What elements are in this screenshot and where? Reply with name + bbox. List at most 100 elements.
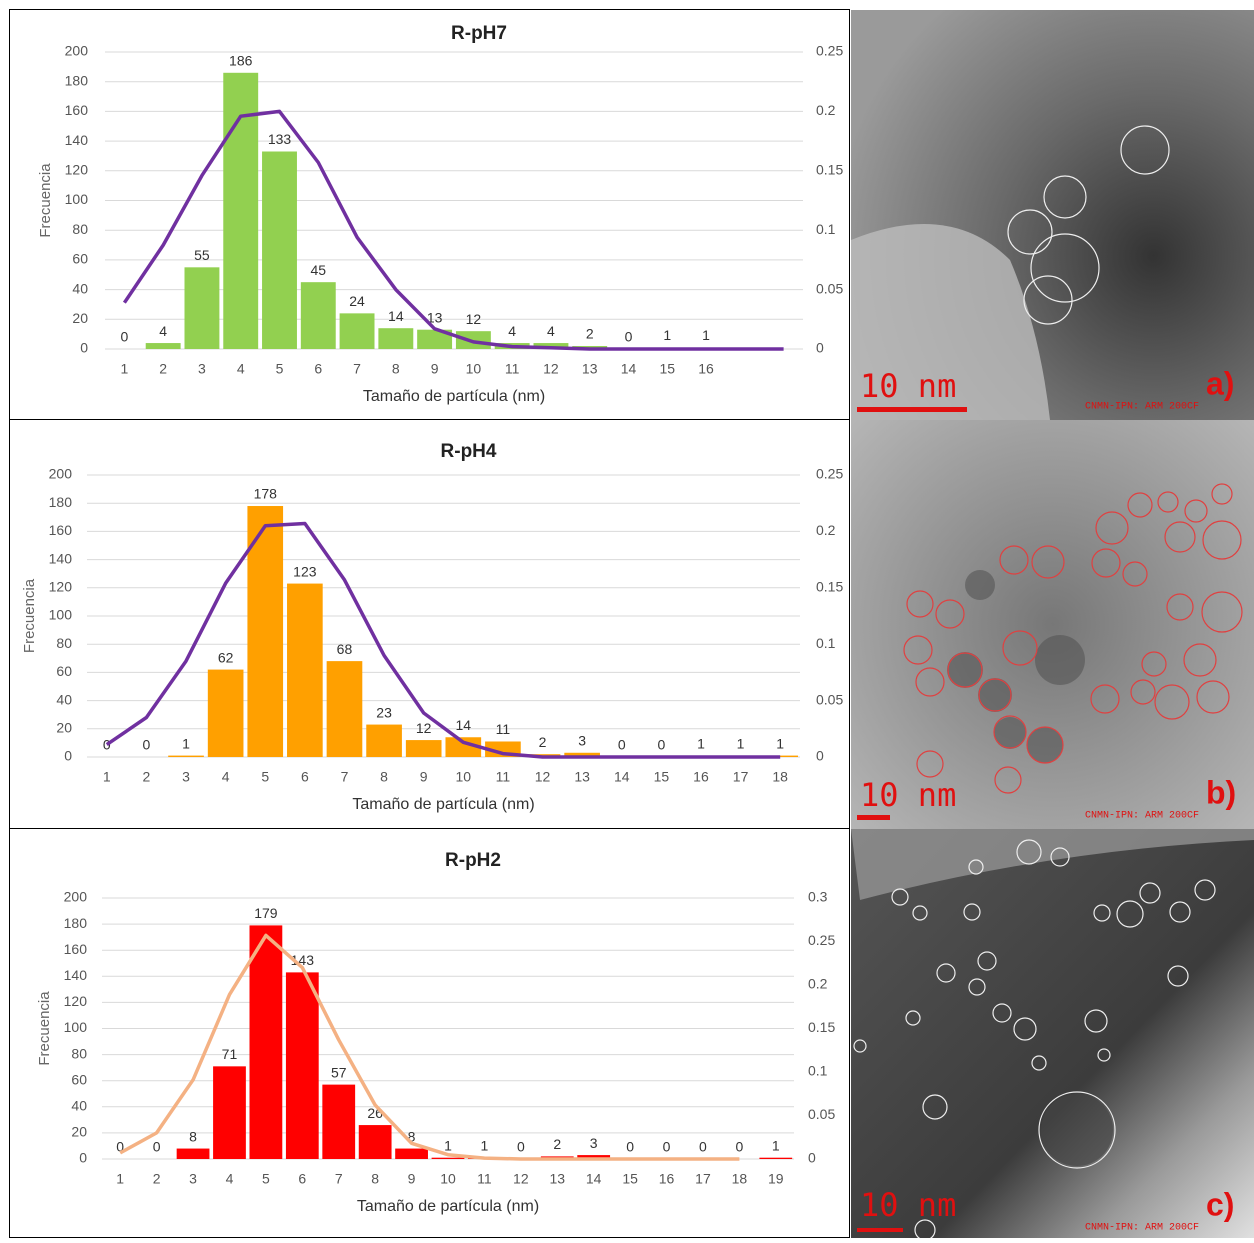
y-axis-title: Frecuencia (21, 578, 38, 653)
data-label: 71 (222, 1046, 238, 1062)
data-label: 1 (702, 327, 710, 343)
panel-label: a) (1206, 365, 1234, 401)
chart-title: R-pH7 (451, 23, 507, 44)
bar (168, 755, 204, 757)
data-label: 2 (553, 1136, 561, 1152)
y2-tick-label: 0 (816, 340, 824, 356)
x-tick-label: 19 (768, 1171, 784, 1187)
data-label: 1 (772, 1137, 780, 1153)
y-tick-label: 180 (64, 915, 88, 931)
y-tick-label: 60 (71, 1071, 87, 1087)
panel-frame (9, 828, 850, 1238)
data-label: 0 (116, 1139, 124, 1155)
x-axis-title: Tamaño de partícula (nm) (363, 388, 545, 405)
y2-tick-label: 0.1 (808, 1063, 828, 1079)
micrograph: 10 nm CNMN-IPN: ARM 200CF a) (851, 10, 1254, 420)
bar (395, 1148, 428, 1159)
bar (339, 313, 375, 349)
data-label: 12 (466, 311, 482, 327)
y-tick-label: 120 (49, 579, 73, 595)
x-tick-label: 13 (582, 361, 598, 377)
data-label: 0 (625, 329, 633, 345)
scale-label: 10 nm (860, 776, 956, 814)
y-axis-title: Frecuencia (37, 163, 54, 238)
x-tick-label: 6 (298, 1171, 306, 1187)
bar (405, 740, 442, 757)
bar (378, 328, 414, 349)
bar (262, 151, 297, 349)
data-label: 1 (776, 735, 784, 751)
x-tick-label: 5 (276, 361, 284, 377)
x-tick-label: 4 (222, 769, 230, 785)
bar (431, 1157, 465, 1159)
data-label: 62 (218, 649, 234, 665)
y2-tick-label: 0 (808, 1150, 816, 1166)
y2-tick-label: 0.25 (808, 932, 835, 948)
bar (184, 267, 220, 349)
bar (213, 1066, 246, 1159)
x-tick-label: 2 (153, 1171, 161, 1187)
y-tick-label: 120 (65, 162, 89, 178)
x-tick-label: 7 (341, 769, 349, 785)
data-label: 0 (143, 737, 151, 753)
x-tick-label: 15 (654, 769, 670, 785)
data-label: 2 (539, 734, 547, 750)
y2-tick-label: 0.1 (816, 221, 836, 237)
data-label: 14 (456, 717, 472, 733)
y2-tick-label: 0.15 (808, 1019, 835, 1035)
y-tick-label: 160 (49, 522, 73, 538)
x-tick-label: 9 (431, 361, 439, 377)
x-tick-label: 16 (659, 1171, 675, 1187)
y-tick-label: 140 (64, 967, 88, 983)
y-tick-label: 40 (72, 280, 88, 296)
data-label: 0 (657, 737, 665, 753)
y2-tick-label: 0.15 (816, 162, 843, 178)
data-label: 0 (663, 1139, 671, 1155)
y2-tick-label: 0.15 (816, 579, 843, 595)
data-label: 0 (735, 1139, 743, 1155)
bar (366, 724, 402, 757)
data-label: 0 (153, 1139, 161, 1155)
data-label: 0 (517, 1139, 525, 1155)
data-label: 55 (194, 247, 210, 263)
x-tick-label: 9 (420, 769, 428, 785)
x-tick-label: 11 (496, 769, 511, 785)
data-label: 12 (416, 720, 432, 736)
data-label: 45 (310, 262, 326, 278)
bar (445, 737, 482, 757)
micrograph: 10 nm CNMN-IPN: ARM 200CF b) (851, 420, 1254, 829)
y-tick-label: 200 (49, 466, 73, 482)
data-label: 8 (408, 1128, 416, 1144)
y-tick-label: 160 (65, 102, 89, 118)
chart-title: R-pH2 (445, 850, 501, 871)
x-tick-label: 14 (621, 361, 637, 377)
x-axis-title: Tamaño de partícula (nm) (357, 1198, 539, 1215)
x-tick-label: 3 (189, 1171, 197, 1187)
x-axis-title: Tamaño de partícula (nm) (352, 796, 534, 813)
panel-frame (9, 419, 850, 829)
data-label: 3 (578, 732, 586, 748)
bar (300, 282, 336, 349)
caption: CNMN-IPN: ARM 200CF (1085, 1223, 1199, 1234)
x-tick-label: 10 (466, 361, 482, 377)
data-label: 23 (376, 704, 392, 720)
bar (417, 329, 453, 349)
x-tick-label: 18 (772, 769, 788, 785)
bar (145, 343, 181, 349)
data-label: 68 (337, 641, 353, 657)
x-tick-label: 5 (261, 769, 269, 785)
x-tick-label: 8 (371, 1171, 379, 1187)
y-tick-label: 60 (72, 251, 88, 267)
y-tick-label: 100 (65, 191, 89, 207)
y-tick-label: 100 (49, 607, 73, 623)
x-tick-label: 15 (659, 361, 675, 377)
y-tick-label: 20 (72, 310, 88, 326)
data-label: 1 (182, 735, 190, 751)
x-tick-label: 14 (586, 1171, 602, 1187)
x-tick-label: 8 (380, 769, 388, 785)
y-tick-label: 20 (56, 720, 72, 736)
y2-tick-label: 0 (816, 748, 824, 764)
scale-label: 10 nm (860, 1186, 956, 1224)
data-label: 24 (349, 293, 365, 309)
x-tick-label: 5 (262, 1171, 270, 1187)
